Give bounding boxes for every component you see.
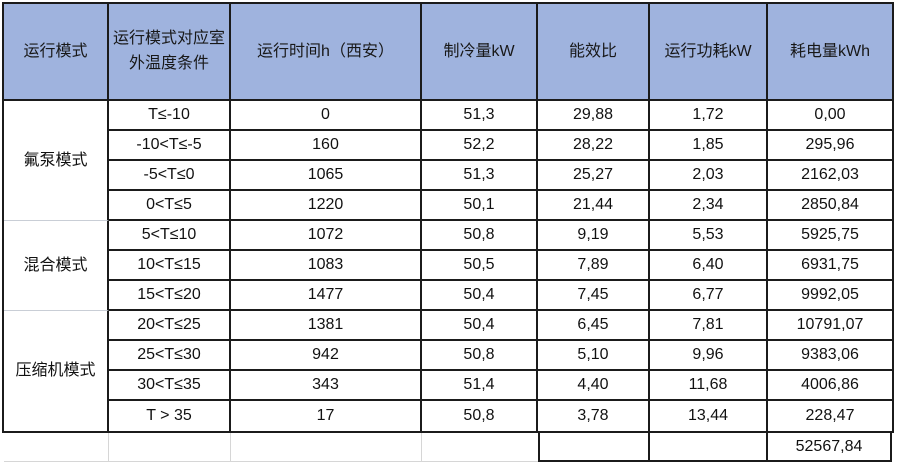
cell-cooling: 51,4 <box>422 371 538 401</box>
cell-cooling: 50,4 <box>422 311 538 341</box>
cell-cooling: 50,4 <box>422 281 538 311</box>
col-header-cooling-capacity: 制冷量kW <box>422 4 538 101</box>
cell-energy: 5925,75 <box>768 221 892 251</box>
cell-hours: 1065 <box>231 161 422 191</box>
cell-energy: 10791,07 <box>768 311 892 341</box>
total-empty-mode <box>4 433 109 462</box>
cell-power: 1,85 <box>650 131 768 161</box>
cell-power: 7,81 <box>650 311 768 341</box>
total-empty-cooling <box>422 433 538 462</box>
cell-eer: 9,19 <box>538 221 650 251</box>
cell-temp: T≤-10 <box>109 101 231 131</box>
cell-cooling: 50,5 <box>422 251 538 281</box>
cell-energy: 4006,86 <box>768 371 892 401</box>
cell-eer: 29,88 <box>538 101 650 131</box>
cell-energy: 6931,75 <box>768 251 892 281</box>
cell-power: 11,68 <box>650 371 768 401</box>
mode-cell-hybrid: 混合模式 <box>4 221 109 311</box>
cell-power: 6,77 <box>650 281 768 311</box>
cell-eer: 3,78 <box>538 401 650 431</box>
cell-cooling: 51,3 <box>422 161 538 191</box>
cell-energy: 2162,03 <box>768 161 892 191</box>
cell-power: 2,03 <box>650 161 768 191</box>
total-empty-hours <box>231 433 422 462</box>
cell-eer: 7,45 <box>538 281 650 311</box>
cell-cooling: 50,8 <box>422 401 538 431</box>
col-header-run-hours: 运行时间h（西安） <box>231 4 422 101</box>
cell-power: 2,34 <box>650 191 768 221</box>
cell-eer: 25,27 <box>538 161 650 191</box>
cell-energy: 0,00 <box>768 101 892 131</box>
cell-eer: 21,44 <box>538 191 650 221</box>
cell-hours: 343 <box>231 371 422 401</box>
cell-cooling: 52,2 <box>422 131 538 161</box>
cell-energy: 228,47 <box>805 407 855 425</box>
cell-power: 13,44 <box>650 401 768 431</box>
cell-hours: 1477 <box>231 281 422 311</box>
cell-hours: 0 <box>231 101 422 131</box>
cell-power: 6,40 <box>650 251 768 281</box>
total-energy-cell: 52567,84 <box>768 433 892 462</box>
cell-eer: 28,22 <box>538 131 650 161</box>
cell-energy: 2850,84 <box>768 191 892 221</box>
total-row: 52567,84 <box>4 433 892 462</box>
cell-temp: 5<T≤10 <box>109 221 231 251</box>
cell-hours: 17 <box>231 401 422 431</box>
cell-hours: 1072 <box>231 221 422 251</box>
cell-eer: 5,10 <box>538 341 650 371</box>
col-header-temp-condition: 运行模式对应室外温度条件 <box>109 4 231 101</box>
cell-eer: 4,40 <box>538 371 650 401</box>
cell-eer: 6,45 <box>538 311 650 341</box>
cell-temp: 25<T≤30 <box>109 341 231 371</box>
mode-cell-fluorine-pump: 氟泵模式 <box>4 101 109 221</box>
cell-hours: 160 <box>231 131 422 161</box>
cell-temp: 0<T≤5 <box>109 191 231 221</box>
col-header-eer: 能效比 <box>538 4 650 101</box>
cell-temp: T > 35 <box>109 401 231 431</box>
cell-temp: 10<T≤15 <box>109 251 231 281</box>
cell-temp: -5<T≤0 <box>109 161 231 191</box>
cell-energy: 9992,05 <box>768 281 892 311</box>
total-empty-eer <box>538 433 650 462</box>
cell-temp: -10<T≤-5 <box>109 131 231 161</box>
cell-cooling: 50,1 <box>422 191 538 221</box>
col-header-energy: 耗电量kWh <box>768 4 892 101</box>
cell-cooling: 51,3 <box>422 101 538 131</box>
cell-cooling: 50,8 <box>422 221 538 251</box>
col-header-power: 运行功耗kW <box>650 4 768 101</box>
data-table: 运行模式 运行模式对应室外温度条件 运行时间h（西安） 制冷量kW 能效比 运行… <box>2 2 894 433</box>
cell-hours: 1083 <box>231 251 422 281</box>
col-header-mode: 运行模式 <box>4 4 109 101</box>
cell-cooling: 50,8 <box>422 341 538 371</box>
cell-temp: 15<T≤20 <box>109 281 231 311</box>
cell-energy: 295,96 <box>768 131 892 161</box>
cell-hours: 1381 <box>231 311 422 341</box>
mode-cell-compressor: 压缩机模式 <box>4 311 109 431</box>
cell-power: 1,72 <box>650 101 768 131</box>
cell-eer: 7,89 <box>538 251 650 281</box>
total-empty-temp <box>109 433 231 462</box>
cell-power: 5,53 <box>650 221 768 251</box>
cell-power: 9,96 <box>650 341 768 371</box>
cell-hours: 1220 <box>231 191 422 221</box>
cell-temp: 20<T≤25 <box>109 311 231 341</box>
cell-temp: 30<T≤35 <box>109 371 231 401</box>
cell-energy: 9383,06 <box>768 341 892 371</box>
total-empty-power <box>650 433 768 462</box>
cell-hours: 942 <box>231 341 422 371</box>
